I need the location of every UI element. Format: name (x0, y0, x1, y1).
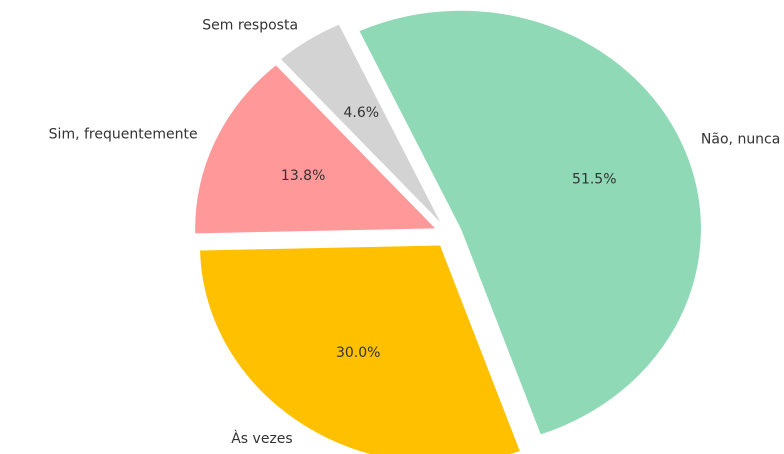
category-label: Às vezes (231, 430, 292, 447)
category-label: Sim, frequentemente (49, 126, 198, 142)
percent-label: 30.0% (336, 345, 380, 361)
pie-slice (195, 65, 436, 234)
percent-label: 51.5% (572, 171, 616, 187)
category-label: Sem resposta (202, 17, 298, 33)
pie-slice (359, 10, 701, 435)
pie-slice (200, 245, 520, 454)
percent-label: 4.6% (343, 105, 379, 121)
category-label: Não, nunca (701, 132, 780, 148)
pie-slice (281, 24, 441, 223)
percent-label: 13.8% (281, 168, 325, 184)
